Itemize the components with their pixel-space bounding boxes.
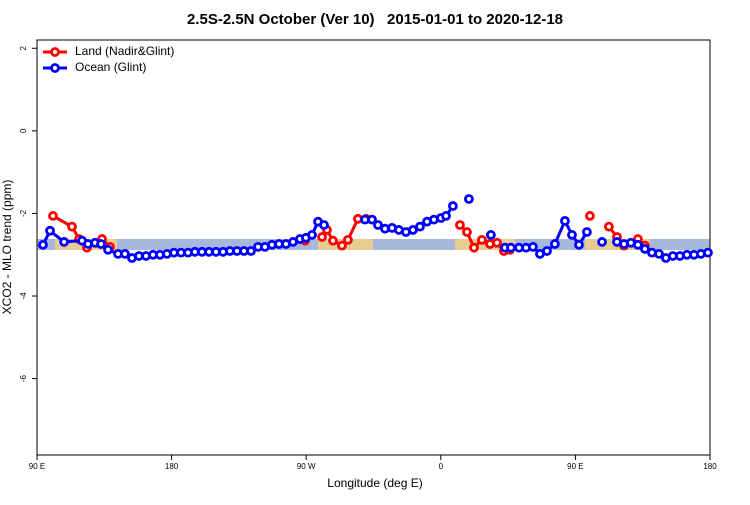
data-point bbox=[67, 221, 77, 232]
plot-frame bbox=[36, 39, 711, 456]
data-point bbox=[633, 239, 643, 250]
data-point bbox=[462, 227, 472, 237]
x-axis-label: Longitude (deg E) bbox=[327, 476, 422, 490]
data-point bbox=[38, 239, 48, 250]
data-point bbox=[528, 241, 538, 252]
data-point bbox=[343, 234, 353, 245]
data-point bbox=[477, 234, 487, 245]
data-point bbox=[455, 220, 465, 230]
y-tick-label: -4 bbox=[19, 292, 28, 300]
data-point bbox=[415, 221, 425, 232]
data-point bbox=[506, 242, 516, 253]
data-point bbox=[120, 249, 130, 259]
data-point bbox=[469, 242, 479, 253]
legend-label: Ocean (Glint) bbox=[75, 60, 146, 74]
data-point bbox=[448, 201, 458, 211]
data-point bbox=[640, 244, 650, 254]
data-point bbox=[45, 225, 55, 236]
data-point bbox=[59, 237, 69, 247]
data-point bbox=[654, 249, 664, 259]
data-point bbox=[492, 237, 502, 248]
legend-marker bbox=[50, 47, 60, 57]
data-point bbox=[319, 220, 329, 230]
data-point bbox=[464, 194, 474, 204]
legend-item: Ocean (Glint) bbox=[43, 60, 146, 74]
x-tick-label: 180 bbox=[703, 462, 717, 471]
legend-marker bbox=[50, 63, 60, 73]
data-point bbox=[567, 230, 577, 240]
data-point bbox=[542, 246, 552, 256]
y-tick-label: 0 bbox=[19, 128, 28, 133]
band bbox=[37, 239, 710, 250]
data-point bbox=[367, 214, 377, 225]
data-point bbox=[560, 215, 570, 226]
data-point bbox=[574, 239, 584, 250]
x-tick-label: 0 bbox=[439, 462, 444, 471]
data-point bbox=[328, 235, 338, 246]
legend-label: Land (Nadir&Glint) bbox=[75, 44, 174, 58]
data-point bbox=[486, 230, 496, 240]
data-point bbox=[597, 237, 607, 247]
data-point bbox=[307, 230, 317, 240]
data-point bbox=[550, 239, 560, 249]
data-point bbox=[96, 239, 106, 249]
data-point bbox=[373, 220, 383, 230]
data-point bbox=[48, 211, 58, 221]
data-point bbox=[246, 246, 256, 256]
data-point bbox=[585, 211, 595, 221]
data-point bbox=[441, 211, 451, 221]
data-point bbox=[604, 221, 614, 232]
data-point bbox=[703, 247, 713, 258]
y-tick-label: 2 bbox=[19, 45, 28, 50]
data-point bbox=[337, 240, 347, 251]
data-point bbox=[103, 244, 113, 255]
band-patch bbox=[455, 239, 515, 250]
data-point bbox=[317, 232, 327, 242]
legend-item: Land (Nadir&Glint) bbox=[43, 44, 174, 58]
y-tick-label: -2 bbox=[19, 209, 28, 217]
y-tick-label: -6 bbox=[19, 375, 28, 383]
x-tick-label: 180 bbox=[165, 462, 179, 471]
reference-band bbox=[37, 239, 710, 250]
x-tick-label: 90 E bbox=[29, 462, 45, 471]
y-axis-label: XCO2 - MLO trend (ppm) bbox=[0, 180, 14, 315]
data-point bbox=[582, 227, 592, 237]
x-tick-label: 90 E bbox=[567, 462, 583, 471]
x-tick-label: 90 W bbox=[297, 462, 316, 471]
chart-title: 2.5S-2.5N October (Ver 10) 2015-01-01 to… bbox=[187, 11, 563, 28]
